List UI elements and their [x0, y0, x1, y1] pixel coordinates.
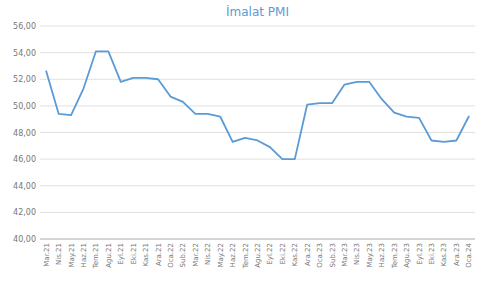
- y-tick-label: 54,00: [13, 49, 36, 58]
- x-tick-label: Nis.21: [55, 243, 63, 265]
- grid-line: [40, 159, 475, 160]
- x-tick-label: May.22: [217, 243, 225, 268]
- x-tick-label: Tem.21: [92, 243, 100, 269]
- x-tick-label: Tem.22: [242, 243, 250, 269]
- x-tick-label: Nis.22: [204, 243, 212, 265]
- y-tick-label: 52,00: [13, 75, 36, 84]
- x-tick-label: Agu.23: [403, 243, 411, 268]
- x-tick-label: Kas.21: [142, 243, 150, 267]
- x-axis-line: [40, 239, 475, 240]
- x-tick-label: Ara.21: [155, 243, 163, 266]
- x-tick-label: Kas.22: [291, 243, 299, 267]
- x-tick-label: Eki.22: [279, 243, 287, 265]
- x-tick-label: Oca.23: [316, 243, 324, 268]
- x-tick-label: Eki.21: [130, 243, 138, 265]
- y-tick-label: 46,00: [13, 155, 36, 164]
- grid-line: [40, 239, 475, 240]
- title: İmalat PMI: [226, 4, 289, 19]
- grid-line: [40, 132, 475, 133]
- y-tick-label: 44,00: [13, 182, 36, 191]
- x-tick-label: Eyl.21: [117, 243, 125, 265]
- x-tick-label: Eyl.23: [416, 243, 424, 265]
- x-tick-label: Ara.22: [304, 243, 312, 266]
- grid-line: [40, 185, 475, 186]
- plot-area: [46, 51, 469, 159]
- grid-line: [40, 212, 475, 213]
- y-tick-label: 42,00: [13, 208, 36, 217]
- x-tick-label: Nis.23: [353, 243, 361, 265]
- x-axis: Mar.21 Nis.21 May.21 Haz.21 Tem.21 Agu.21 Eyl.…: [43, 242, 474, 269]
- line: [46, 51, 469, 159]
- x-tick-label: Kas.23: [440, 243, 448, 267]
- y-tick-label: 48,00: [13, 129, 36, 138]
- x-tick-label: Haz.23: [378, 243, 386, 267]
- x-tick-label: Ara.23: [453, 243, 461, 266]
- x-tick-label: Eki.23: [428, 243, 436, 265]
- y-tick-label: 50,00: [13, 102, 36, 111]
- y-tick-label: 56,00: [13, 22, 36, 31]
- x-tick-label: Eyl.22: [266, 243, 274, 265]
- x-tick-label: Agu.22: [254, 243, 262, 268]
- x-tick-label: Mar.23: [341, 243, 349, 267]
- x-tick-label: Haz.22: [229, 243, 237, 267]
- x-tick-label: Oca.22: [167, 243, 175, 268]
- x-tick-label: May.23: [366, 243, 374, 268]
- grid-line: [40, 26, 475, 27]
- x-tick-label: Tem.23: [391, 243, 399, 269]
- x-tick-label: May.21: [68, 243, 76, 268]
- y-axis: 40,00 42,00 44,00 46,00 48,00 50,00 52,00 54,00…: [13, 22, 475, 244]
- x-tick-label: Sub.23: [329, 243, 337, 267]
- x-tick-label: Oca.24: [465, 242, 473, 267]
- x-tick-label: Mar.21: [43, 243, 51, 267]
- x-tick-label: Mar.22: [192, 243, 200, 267]
- x-tick-label: Agu.21: [105, 243, 113, 268]
- grid-line: [40, 105, 475, 106]
- x-tick-label: Haz.21: [80, 243, 88, 267]
- grid-line: [40, 52, 475, 53]
- chart: İmalat PMI 40,00 42,00 44,00 46,00 48,00 50,00…: [0, 0, 483, 283]
- y-tick-label: 40,00: [13, 235, 36, 244]
- grid-line: [40, 79, 475, 80]
- x-tick-label: Sub.22: [179, 243, 187, 267]
